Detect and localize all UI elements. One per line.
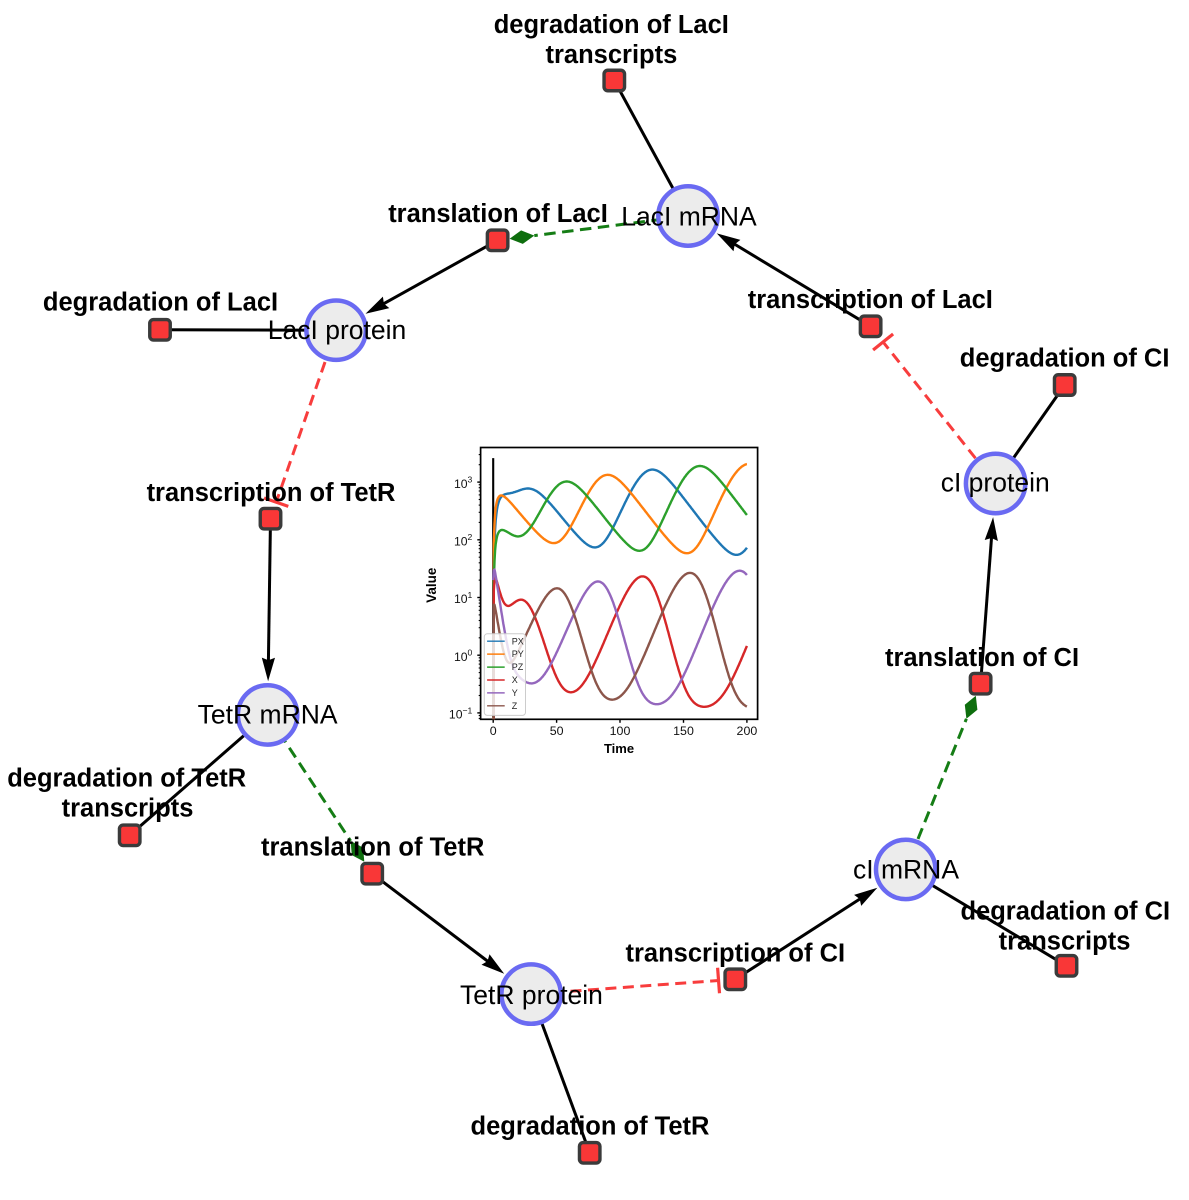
svg-text:101: 101 (454, 590, 473, 606)
svg-text:PZ: PZ (512, 662, 524, 672)
svg-text:103: 103 (454, 475, 473, 491)
svg-text:100: 100 (610, 724, 631, 738)
svg-text:transcription of CI: transcription of CI (626, 940, 846, 968)
svg-text:translation of TetR: translation of TetR (261, 833, 484, 861)
svg-text:degradation of TetR: degradation of TetR (7, 765, 246, 793)
svg-text:transcription of LacI: transcription of LacI (748, 286, 993, 314)
svg-text:150: 150 (673, 724, 694, 738)
svg-text:102: 102 (454, 532, 473, 548)
svg-text:translation of CI: translation of CI (885, 644, 1079, 672)
svg-text:transcripts: transcripts (546, 41, 678, 69)
svg-text:Y: Y (512, 688, 518, 698)
svg-text:transcripts: transcripts (999, 928, 1131, 956)
svg-text:degradation of CI: degradation of CI (960, 345, 1170, 373)
svg-text:LacI protein: LacI protein (268, 315, 406, 345)
svg-text:PY: PY (512, 649, 524, 659)
svg-text:Value: Value (424, 567, 439, 603)
svg-text:100: 100 (454, 648, 473, 664)
svg-text:cI protein: cI protein (941, 467, 1050, 497)
svg-text:cI mRNA: cI mRNA (853, 855, 959, 885)
svg-text:TetR protein: TetR protein (460, 980, 603, 1010)
svg-text:degradation of CI: degradation of CI (960, 898, 1170, 926)
svg-text:Z: Z (512, 701, 518, 711)
svg-text:transcription of TetR: transcription of TetR (147, 479, 396, 507)
svg-text:50: 50 (550, 724, 564, 738)
svg-text:200: 200 (737, 724, 758, 738)
svg-text:translation of LacI: translation of LacI (388, 200, 608, 228)
svg-text:LacI mRNA: LacI mRNA (621, 202, 757, 232)
svg-text:degradation of TetR: degradation of TetR (471, 1113, 710, 1141)
svg-text:degradation of LacI: degradation of LacI (494, 11, 729, 39)
svg-text:PX: PX (512, 636, 524, 646)
svg-text:transcripts: transcripts (62, 795, 194, 823)
svg-text:10−1: 10−1 (449, 705, 473, 721)
svg-text:Time: Time (604, 741, 634, 756)
svg-text:X: X (512, 675, 518, 685)
svg-text:0: 0 (490, 724, 497, 738)
svg-text:degradation of LacI: degradation of LacI (43, 289, 278, 317)
svg-text:TetR mRNA: TetR mRNA (198, 700, 338, 730)
